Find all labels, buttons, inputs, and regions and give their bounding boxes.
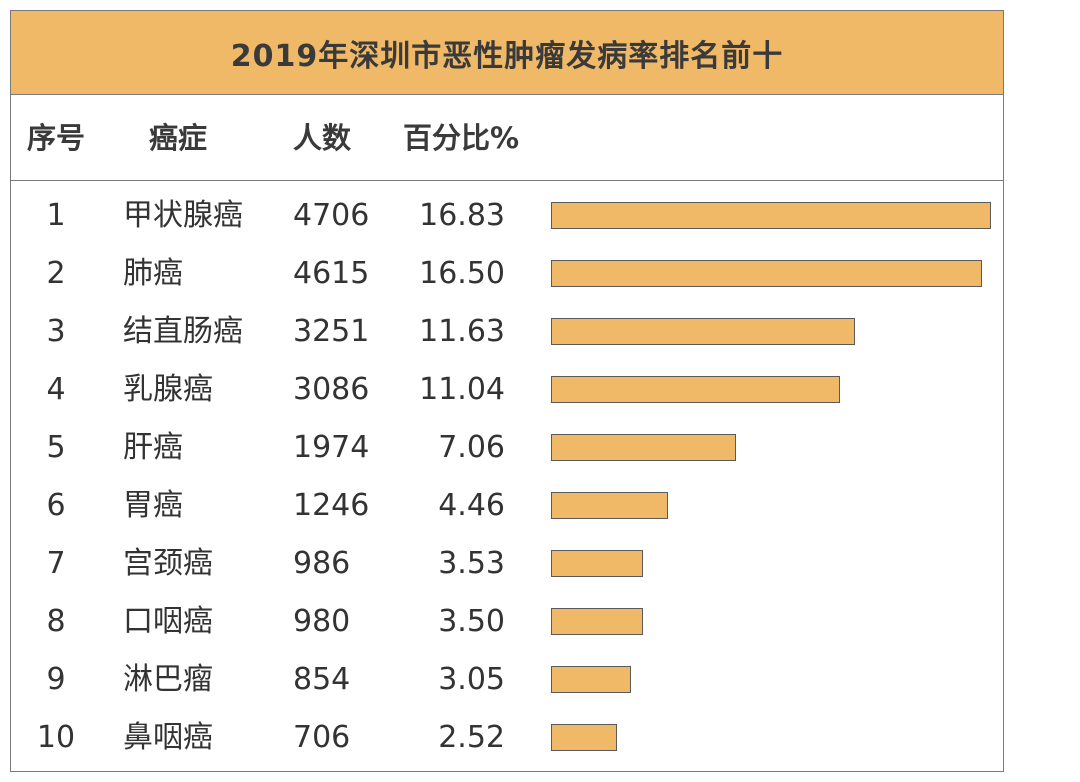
rank-cell: 5	[46, 430, 66, 465]
count-cell: 4615	[293, 256, 370, 291]
table-row: 1 甲状腺癌 4706 16.83	[11, 187, 1003, 245]
cancer-name-cell: 口咽癌	[123, 604, 213, 639]
percent-cell: 16.83	[419, 198, 505, 233]
bar-6	[551, 492, 668, 519]
table-row: 3 结直肠癌 3251 11.63	[11, 303, 1003, 361]
bar-2	[551, 260, 982, 287]
table-row: 6 胃癌 1246 4.46	[11, 477, 1003, 535]
count-cell: 1246	[293, 488, 370, 523]
cancer-name-cell: 淋巴瘤	[123, 662, 213, 697]
percent-cell: 3.53	[438, 546, 505, 581]
rank-cell: 1	[46, 198, 66, 233]
chart-table: 2019年深圳市恶性肿瘤发病率排名前十 序号 癌症 人数 百分比% 1 甲状腺癌 4…	[10, 10, 1004, 772]
cancer-name-cell: 肺癌	[123, 256, 183, 291]
rank-cell: 6	[46, 488, 66, 523]
cancer-name-cell: 鼻咽癌	[123, 720, 213, 755]
table-row: 10 鼻咽癌 706 2.52	[11, 709, 1003, 767]
count-cell: 4706	[293, 198, 370, 233]
bar-8	[551, 608, 643, 635]
cancer-name-cell: 宫颈癌	[123, 546, 213, 581]
table-row: 2 肺癌 4615 16.50	[11, 245, 1003, 303]
bar-1	[551, 202, 991, 229]
cancer-name-cell: 甲状腺癌	[123, 198, 243, 233]
percent-cell: 2.52	[438, 720, 505, 755]
table-row: 8 口咽癌 980 3.50	[11, 593, 1003, 651]
bar-9	[551, 666, 631, 693]
rank-cell: 4	[46, 372, 66, 407]
rank-cell: 7	[46, 546, 66, 581]
percent-cell: 11.04	[419, 372, 505, 407]
count-cell: 3251	[293, 314, 370, 349]
cancer-name-cell: 结直肠癌	[123, 314, 243, 349]
rank-cell: 2	[46, 256, 66, 291]
count-cell: 1974	[293, 430, 370, 465]
percent-cell: 7.06	[438, 430, 505, 465]
count-cell: 854	[293, 662, 351, 697]
header-row: 序号 癌症 人数 百分比%	[11, 95, 1003, 181]
bar-4	[551, 376, 840, 403]
data-rows: 1 甲状腺癌 4706 16.83 2 肺癌 4615 16.50 3 结直肠癌 3251 11.63…	[11, 187, 1003, 767]
cancer-name-cell: 乳腺癌	[123, 372, 213, 407]
header-percent: 百分比%	[403, 121, 520, 155]
bar-3	[551, 318, 855, 345]
percent-cell: 4.46	[438, 488, 505, 523]
percent-cell: 3.05	[438, 662, 505, 697]
table-row: 9 淋巴瘤 854 3.05	[11, 651, 1003, 709]
bar-7	[551, 550, 643, 577]
bar-10	[551, 724, 617, 751]
header-rank: 序号	[27, 121, 86, 155]
header-cancer: 癌症	[149, 121, 208, 155]
rank-cell: 10	[36, 720, 76, 755]
percent-cell: 16.50	[419, 256, 505, 291]
table-row: 4 乳腺癌 3086 11.04	[11, 361, 1003, 419]
count-cell: 3086	[293, 372, 370, 407]
cancer-name-cell: 肝癌	[123, 430, 183, 465]
percent-cell: 3.50	[438, 604, 505, 639]
count-cell: 706	[293, 720, 351, 755]
table-row: 7 宫颈癌 986 3.53	[11, 535, 1003, 593]
rank-cell: 8	[46, 604, 66, 639]
rank-cell: 9	[46, 662, 66, 697]
bar-5	[551, 434, 736, 461]
chart-title: 2019年深圳市恶性肿瘤发病率排名前十	[11, 11, 1003, 95]
count-cell: 986	[293, 546, 351, 581]
rank-cell: 3	[46, 314, 66, 349]
header-count: 人数	[293, 121, 352, 155]
count-cell: 980	[293, 604, 351, 639]
table-row: 5 肝癌 1974 7.06	[11, 419, 1003, 477]
percent-cell: 11.63	[419, 314, 505, 349]
cancer-name-cell: 胃癌	[123, 488, 183, 523]
